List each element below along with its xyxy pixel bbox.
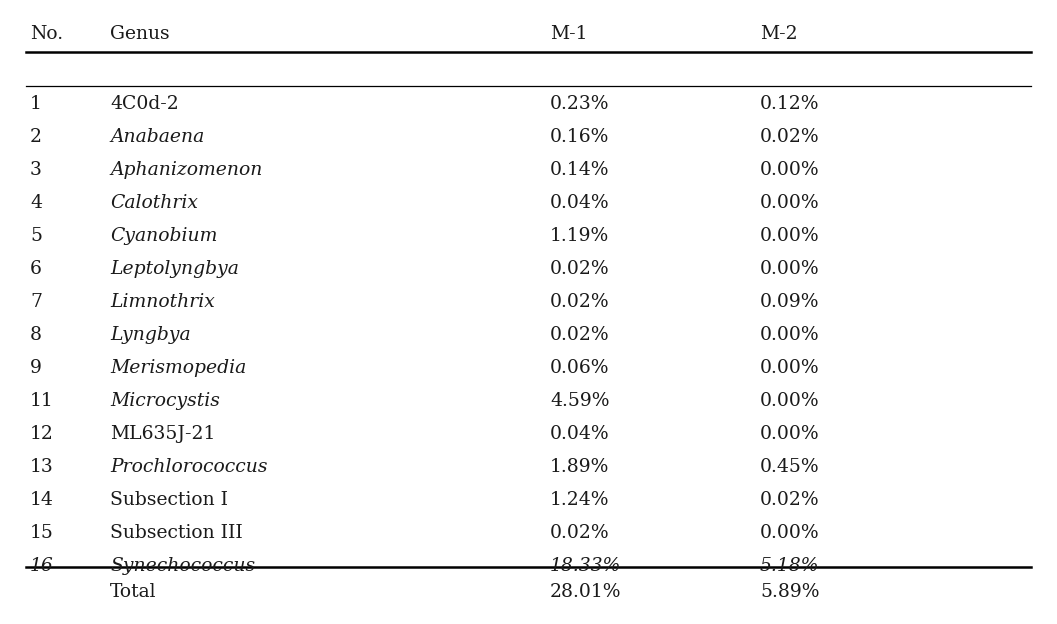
Text: 4: 4 [30, 194, 42, 212]
Text: 0.02%: 0.02% [550, 260, 610, 278]
Text: 1.19%: 1.19% [550, 227, 609, 245]
Text: 0.04%: 0.04% [550, 425, 610, 443]
Text: Merismopedia: Merismopedia [110, 359, 246, 377]
Text: 0.12%: 0.12% [760, 95, 819, 113]
Text: 0.00%: 0.00% [760, 260, 819, 278]
Text: 1: 1 [30, 95, 42, 113]
Text: 14: 14 [30, 491, 54, 509]
Text: Calothrix: Calothrix [110, 194, 198, 212]
Text: 0.04%: 0.04% [550, 194, 610, 212]
Text: 6: 6 [30, 260, 42, 278]
Text: Total: Total [110, 583, 156, 601]
Text: 1.24%: 1.24% [550, 491, 610, 509]
Text: Subsection I: Subsection I [110, 491, 228, 509]
Text: M-2: M-2 [760, 25, 798, 43]
Text: 0.02%: 0.02% [550, 524, 610, 542]
Text: 0.00%: 0.00% [760, 227, 819, 245]
Text: 0.02%: 0.02% [550, 293, 610, 311]
Text: 0.14%: 0.14% [550, 161, 610, 179]
Text: 0.00%: 0.00% [760, 425, 819, 443]
Text: 0.06%: 0.06% [550, 359, 610, 377]
Text: 5.89%: 5.89% [760, 583, 819, 601]
Text: Limnothrix: Limnothrix [110, 293, 215, 311]
Text: Leptolyngbya: Leptolyngbya [110, 260, 239, 278]
Text: 0.02%: 0.02% [760, 491, 819, 509]
Text: Subsection III: Subsection III [110, 524, 243, 542]
Text: 0.16%: 0.16% [550, 128, 610, 146]
Text: 13: 13 [30, 458, 54, 476]
Text: Anabaena: Anabaena [110, 128, 204, 146]
Text: 15: 15 [30, 524, 54, 542]
Text: 0.02%: 0.02% [760, 128, 819, 146]
Text: ML635J-21: ML635J-21 [110, 425, 216, 443]
Text: 0.00%: 0.00% [760, 392, 819, 410]
Text: No.: No. [30, 25, 63, 43]
Text: 9: 9 [30, 359, 42, 377]
Text: 2: 2 [30, 128, 42, 146]
Text: 4.59%: 4.59% [550, 392, 610, 410]
Text: 0.00%: 0.00% [760, 161, 819, 179]
Text: 28.01%: 28.01% [550, 583, 622, 601]
Text: Genus: Genus [110, 25, 169, 43]
Text: 5: 5 [30, 227, 42, 245]
Text: 0.02%: 0.02% [550, 326, 610, 344]
Text: 11: 11 [30, 392, 54, 410]
Text: Lyngbya: Lyngbya [110, 326, 190, 344]
Text: Aphanizomenon: Aphanizomenon [110, 161, 262, 179]
Text: 5.18%: 5.18% [760, 557, 819, 575]
Text: 3: 3 [30, 161, 42, 179]
Text: 8: 8 [30, 326, 42, 344]
Text: 7: 7 [30, 293, 42, 311]
Text: 0.00%: 0.00% [760, 326, 819, 344]
Text: Microcystis: Microcystis [110, 392, 220, 410]
Text: 1.89%: 1.89% [550, 458, 610, 476]
Text: 0.09%: 0.09% [760, 293, 819, 311]
Text: 0.23%: 0.23% [550, 95, 610, 113]
Text: Prochlorococcus: Prochlorococcus [110, 458, 267, 476]
Text: 16: 16 [30, 557, 54, 575]
Text: M-1: M-1 [550, 25, 588, 43]
Text: 18.33%: 18.33% [550, 557, 622, 575]
Text: 0.00%: 0.00% [760, 524, 819, 542]
Text: 4C0d-2: 4C0d-2 [110, 95, 179, 113]
Text: 0.00%: 0.00% [760, 359, 819, 377]
Text: Cyanobium: Cyanobium [110, 227, 218, 245]
Text: Synechococcus: Synechococcus [110, 557, 255, 575]
Text: 0.45%: 0.45% [760, 458, 819, 476]
Text: 0.00%: 0.00% [760, 194, 819, 212]
Text: 12: 12 [30, 425, 54, 443]
